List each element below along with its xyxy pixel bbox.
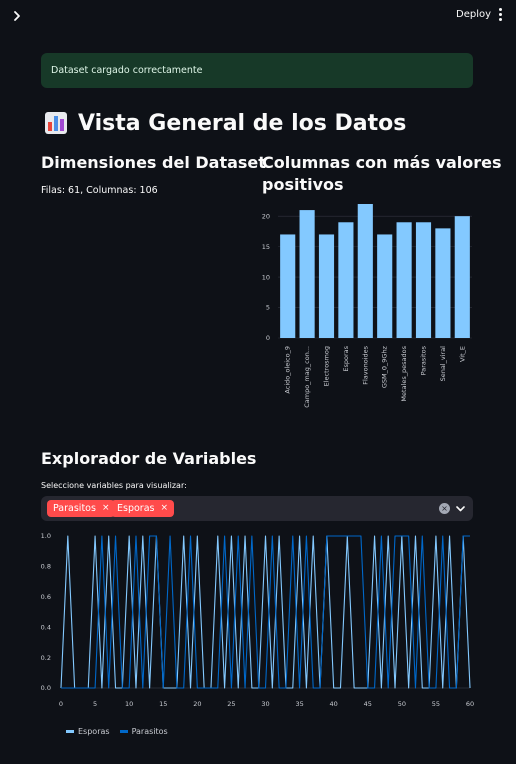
legend-swatch	[66, 730, 74, 733]
y-tick-label: 10	[262, 273, 270, 281]
x-tick-label: Acido_oleico_9	[284, 346, 292, 394]
deploy-button[interactable]: Deploy	[456, 9, 492, 20]
bar	[435, 228, 451, 338]
x-tick-label: GSM_0_9Ghz	[381, 345, 389, 388]
x-tick-label: 60	[466, 700, 474, 708]
bar-chart-icon	[45, 112, 67, 134]
chip-parasitos: Parasitos ×	[47, 500, 116, 517]
x-tick-label: 25	[227, 700, 235, 708]
bar	[299, 210, 315, 338]
variable-select-label: Seleccione variables para visualizar:	[41, 481, 187, 490]
page-title: Vista General de los Datos	[44, 108, 406, 138]
x-tick-label: Esporas	[342, 345, 350, 371]
bar	[318, 234, 335, 338]
variables-line-chart: 0.0 0.2 0.4 0.6 0.8 1.0 0 5 10 15 20 25 30 35 40 45 50 55…	[41, 532, 474, 708]
bar	[338, 222, 354, 338]
x-tick-label: Electrosmog	[323, 346, 331, 386]
chip-esporas: Esporas ×	[111, 500, 175, 517]
chip-label: Esporas	[117, 503, 155, 514]
legend-item-parasitos[interactable]: Parasitos	[119, 727, 168, 736]
x-tick-label: 50	[398, 700, 406, 708]
chip-label: Parasitos	[53, 503, 96, 514]
x-tick-label: 45	[364, 700, 372, 708]
series-line-parasitos	[61, 535, 470, 689]
y-tick-label: 0.4	[41, 623, 51, 631]
y-tick-label: 0	[266, 334, 270, 342]
positive-values-bar-chart: 0 5 10 15 20 Acido_oleico_9 Campo_mag_con... El…	[262, 204, 472, 408]
bar	[415, 222, 432, 338]
x-tick-label: 20	[193, 700, 201, 708]
series-line-esporas	[60, 535, 471, 689]
bar	[280, 234, 296, 338]
dimensions-text: Filas: 61, Columnas: 106	[41, 185, 158, 196]
x-tick-label: Metales_pesados	[400, 345, 408, 401]
x-tick-label: Senal_viral	[439, 346, 447, 382]
y-tick-label: 0.0	[41, 684, 51, 692]
legend-swatch	[119, 730, 128, 733]
legend-item-esporas[interactable]: Esporas	[66, 727, 110, 736]
x-tick-label: 15	[159, 700, 167, 708]
top-bar: Deploy	[0, 0, 516, 32]
bar	[396, 222, 412, 338]
chevron-down-icon[interactable]	[455, 503, 466, 514]
y-tick-label: 0.8	[41, 563, 51, 571]
clear-all-icon[interactable]: ×	[439, 503, 450, 514]
y-tick-label: 20	[262, 212, 270, 220]
legend-label: Parasitos	[131, 727, 168, 736]
page-title-text: Vista General de los Datos	[78, 110, 407, 136]
chevron-right-icon[interactable]	[9, 8, 25, 24]
variable-multiselect[interactable]: Parasitos × Esporas × ×	[41, 496, 473, 521]
bar	[377, 234, 393, 338]
x-tick-label: Parasitos	[420, 345, 428, 375]
x-tick-label: 40	[330, 700, 338, 708]
remove-chip-icon[interactable]: ×	[101, 503, 110, 513]
x-tick-label: 35	[295, 700, 303, 708]
x-tick-label: 55	[432, 700, 440, 708]
y-tick-label: 0.6	[41, 593, 51, 601]
x-tick-label: Flavonoides	[361, 345, 369, 384]
success-alert: Dataset cargado correctamente	[41, 53, 473, 88]
alert-text: Dataset cargado correctamente	[51, 65, 203, 76]
y-tick-label: 1.0	[41, 532, 51, 540]
y-tick-label: 0.2	[41, 654, 51, 662]
x-tick-label: 0	[59, 700, 63, 708]
legend-label: Esporas	[78, 727, 110, 736]
bar	[357, 204, 373, 338]
y-tick-label: 15	[262, 243, 270, 251]
x-tick-label: Vit_E	[458, 346, 466, 362]
line-chart-legend: Esporas Parasitos	[66, 727, 178, 736]
explorer-heading: Explorador de Variables	[41, 449, 257, 468]
dimensions-heading: Dimensiones del Dataset	[41, 153, 266, 172]
x-tick-label: 5	[93, 700, 97, 708]
bar	[454, 216, 470, 338]
kebab-menu-icon[interactable]	[496, 8, 504, 24]
x-tick-label: 10	[125, 700, 133, 708]
columns-chart-heading: Columnas con más valores positivos	[262, 153, 502, 194]
x-tick-label: 30	[261, 700, 269, 708]
y-tick-label: 5	[266, 304, 270, 312]
x-tick-label: Campo_mag_con...	[303, 346, 311, 408]
remove-chip-icon[interactable]: ×	[160, 503, 169, 513]
